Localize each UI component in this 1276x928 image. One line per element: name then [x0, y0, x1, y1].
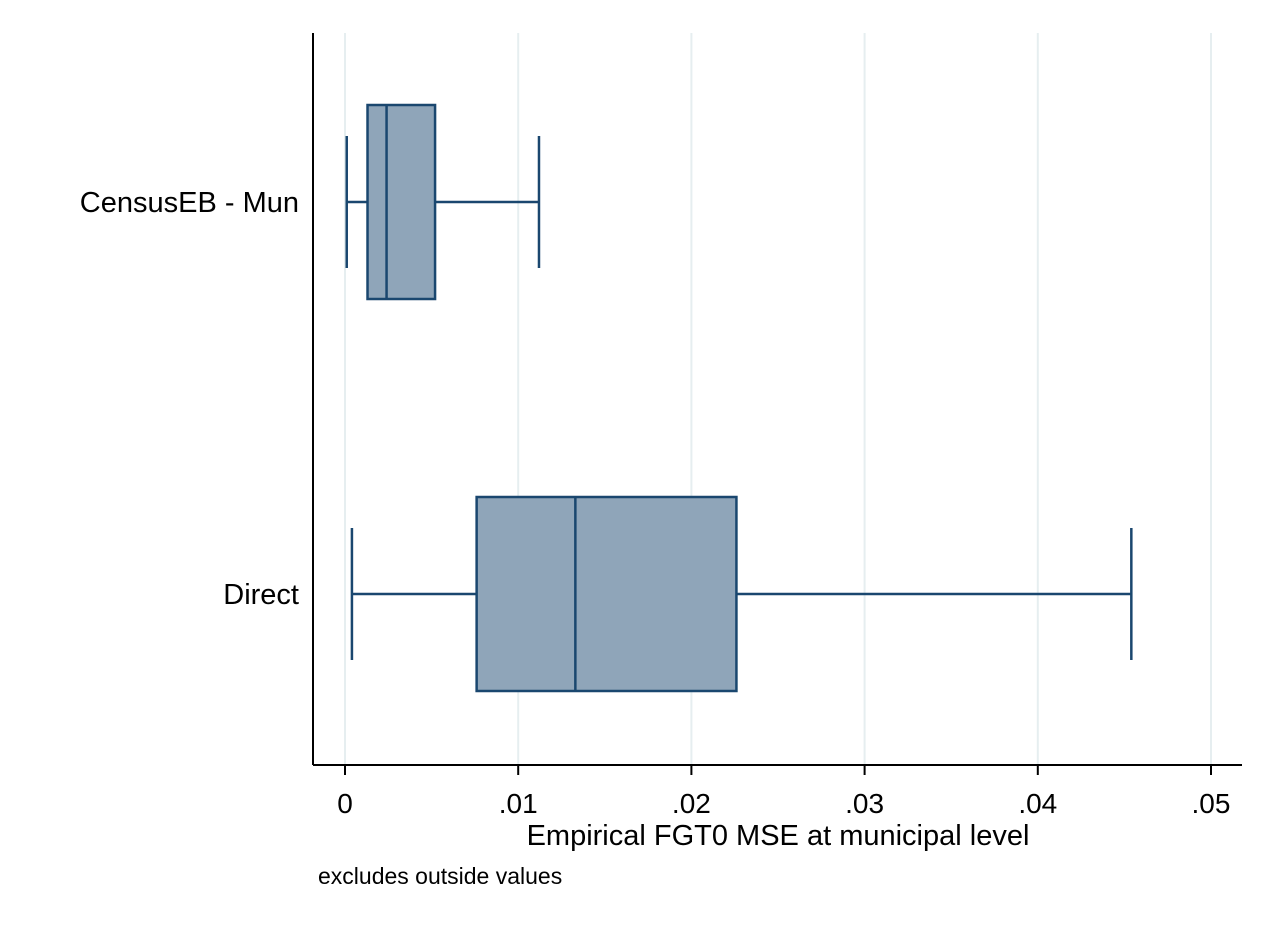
chart-note: excludes outside values: [318, 863, 562, 889]
box-group: [345, 103, 541, 301]
x-axis-ticks: 0 .01 .02 .03 .04 .05: [337, 765, 1230, 819]
axes: [312, 33, 1242, 766]
x-tick-label: .01: [499, 788, 538, 819]
x-tick-label: 0: [337, 788, 353, 819]
iqr-box: [475, 495, 738, 693]
category-label: CensusEB - Mun: [80, 187, 299, 219]
category-label: Direct: [223, 579, 299, 611]
category-labels: CensusEB - Mun Direct: [80, 187, 299, 611]
iqr-box: [366, 103, 437, 301]
box-series: [345, 103, 1133, 693]
x-tick-label: .04: [1018, 788, 1057, 819]
grid-lines: [344, 33, 1212, 765]
x-tick-label: .03: [845, 788, 884, 819]
x-axis-title: Empirical FGT0 MSE at municipal level: [527, 820, 1030, 852]
x-tick-label: .05: [1192, 788, 1231, 819]
x-tick-label: .02: [672, 788, 711, 819]
box-group: [350, 495, 1133, 693]
